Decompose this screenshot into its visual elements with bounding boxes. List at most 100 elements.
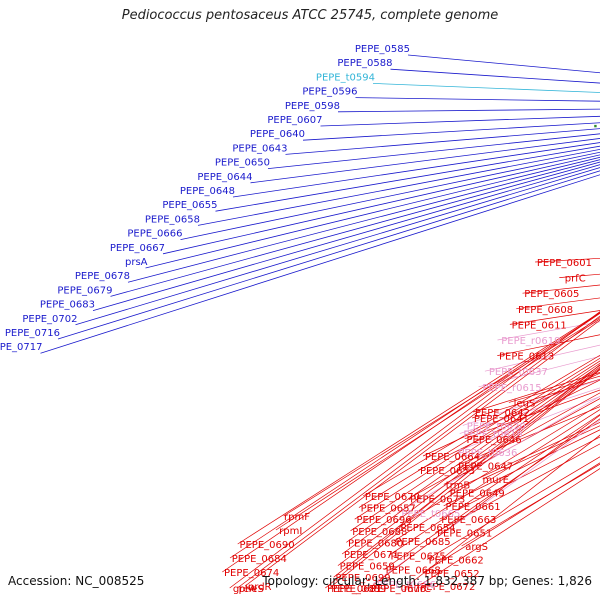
gene-label-left: prsA [125,257,148,268]
gene-label-right: PEPE_0662 [429,555,484,566]
leader-line-left [372,83,600,93]
gene-label-right: PEPE_0646 [466,435,521,446]
leader-line-right [275,318,600,531]
leader-line-right [461,463,600,547]
leader-line-right [358,357,600,508]
gene-label-left: PEPE_0667 [110,243,165,254]
gene-label-right: PEPE_0652 [424,569,479,580]
leader-line-left [285,128,600,155]
leader-line-left [390,68,600,84]
gene-label-right: PEPE_0605 [524,289,579,300]
gene-label-right: PEPE_0601 [537,258,592,269]
leader-line-right [397,395,600,514]
gene-label-right: PEPE_0674 [224,568,279,579]
leader-line-right [337,367,600,566]
gene-label-left: PEPE_0702 [22,314,77,325]
leader-line-right [404,434,600,589]
gene-label-right: PEPE_0657 [361,504,416,515]
gene-label-right: PEPE_0688 [352,527,407,538]
gene-label-left: PEPE_0643 [232,143,287,154]
leader-line-right [229,311,600,589]
gene-label-right: PEPE_0661 [445,502,500,513]
leader-line-right [408,392,600,499]
leader-line-right [372,419,600,585]
gene-label-right: PEPE_t0620 [467,421,526,432]
gene-label-left: PEPE_0598 [285,101,340,112]
leader-line-left [57,170,600,340]
gene-label-right: PEPE_0673 [410,495,465,506]
gene-label-right: PEPE_0641 [474,414,529,425]
leader-line-left [127,159,600,283]
gene-label-right: PEPE_0699 [335,573,390,584]
gene-label-right: PEPE_0668 [386,566,441,577]
gene-label-right: PEPE_t0665 [401,509,460,520]
leader-line-right [398,403,600,528]
feature-tracks [594,124,597,128]
genome-summary-text: Topology: circular; Length: 1,832,387 bp… [262,574,592,588]
leader-line-right [388,413,600,556]
gene-label-right: PEPE_t0636 [458,448,517,459]
leader-line-left [232,142,600,198]
gene-label-left: PEPE_0596 [302,87,357,98]
ring-dot [594,124,597,128]
gene-label-right: PEPE_0613 [499,352,554,363]
gene-label-right: PEPE_0684 [232,554,287,565]
gene-label-right: PEPE_0664 [425,452,480,463]
leader-line-left [40,174,600,354]
gene-label-left: PEPE_0585 [355,44,410,55]
gene-label-left: PEPE_0588 [337,58,392,69]
leader-line-right [535,257,600,263]
leader-line-left [407,54,600,74]
leader-line-left [355,97,600,102]
leader-line-left [215,145,600,212]
gene-labels: PEPE_0585 PEPE_0588 PEPE_t0594 PEPE_0596 PEP… [0,44,592,595]
gene-label-right: PEPE_0653 [420,466,475,477]
gene-label-right: PEPE_0681 [327,584,382,595]
leader-line-right [237,311,600,545]
gene-label-right: PEPE_0642 [475,408,530,419]
gene-label-left: PEPE_0607 [267,115,322,126]
leader-line-right [459,387,600,434]
gene-label-right: rpmF [284,512,310,523]
gene-label-right: PEPE_0696 [356,515,411,526]
gene-label-left: PEPE_0679 [57,285,112,296]
leader-line-right [383,418,600,570]
leader-line-right [329,369,600,589]
gene-label-right: PEPE_0659 [340,562,395,573]
leader-line-left [75,167,600,326]
leader-line-right [447,421,600,493]
leader-line-right [354,360,600,520]
gene-label-right: PEPE_t0656 [377,580,436,591]
map-title: Pediococcus pentosaceus ATCC 25745, comp… [121,8,499,23]
gene-label-left: PEPE_0648 [180,186,235,197]
gene-label-left: PEPE_0650 [215,158,270,169]
leader-line-right [462,379,600,426]
gene-label-right: PEPE_r0615 [482,383,541,394]
leader-line-left [302,122,600,141]
gene-label-left: PEPE_0644 [197,172,252,183]
leader-line-left [197,148,600,226]
leader-line-right [222,312,600,573]
leader-line-right [522,284,600,294]
gene-label-right: PEPE_0672 [420,582,475,593]
gene-label-right: PEPE_0647 [458,462,513,473]
gene-label-right: PEPE_t0637 [489,367,548,378]
gene-label-left: PEPE_0640 [250,129,305,140]
leader-line-left [92,164,600,311]
leader-line-left [320,115,600,127]
gene-label-right: nrdR [248,582,272,593]
leader-line-right [325,364,600,589]
leader-line-right [368,414,600,589]
gene-label-right: PEPE_0671 [344,550,399,561]
leader-line-right [341,366,600,555]
gene-label-right: trmB [446,480,471,491]
gene-label-left: PEPE_0683 [40,300,95,311]
leader-line-left [162,154,600,255]
gene-label-right: murC [404,584,431,595]
gene-label-right: pheS [239,584,264,595]
leader-line-right [439,436,600,520]
leader-line-right [244,319,600,587]
gene-label-right: PEPE_0663 [441,515,496,526]
leader-line-left [180,151,600,240]
